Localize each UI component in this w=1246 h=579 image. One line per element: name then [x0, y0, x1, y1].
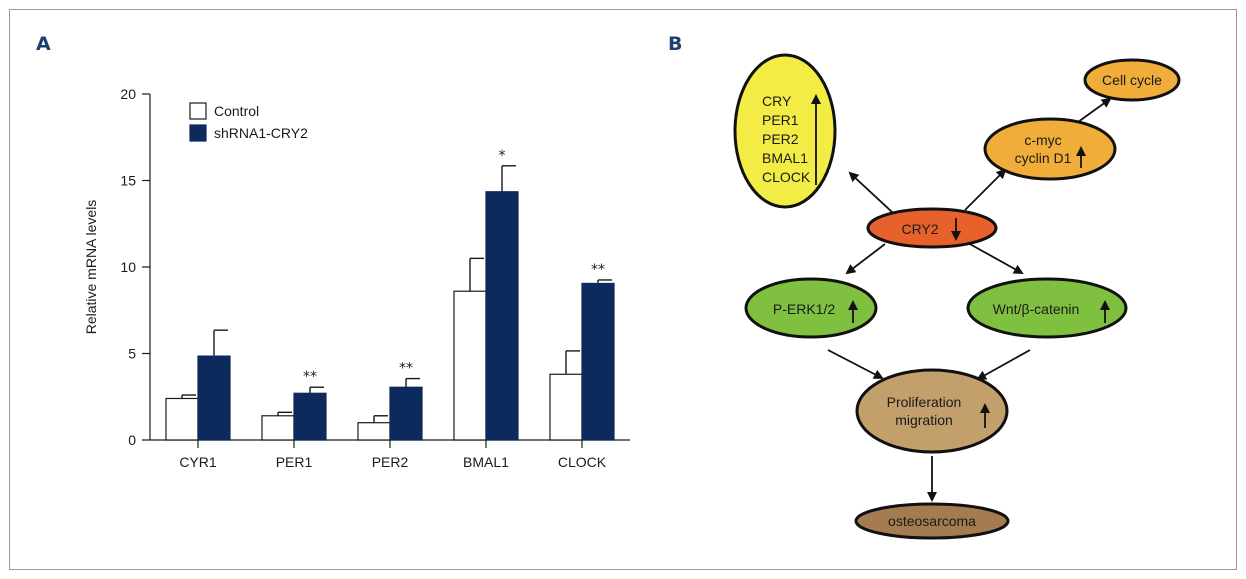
panel-a-label: A [36, 33, 51, 55]
legend-label-shrna: shRNA1-CRY2 [214, 125, 308, 141]
node-clock-genes-gene-4: BMAL1 [762, 150, 808, 166]
arrow-cry2-to-perk [845, 243, 886, 275]
bar-shrna [485, 191, 519, 441]
node-perk-label: P-ERK1/2 [773, 301, 835, 317]
node-cell-cycle-label: Cell cycle [1102, 72, 1162, 88]
legend-swatch-control [189, 102, 207, 120]
node-osteosarcoma-label: osteosarcoma [888, 513, 976, 529]
bar-control [165, 397, 199, 441]
node-cry2-label: CRY2 [901, 221, 938, 237]
y-tick-label: 0 [128, 432, 136, 448]
x-tick-label: PER2 [372, 454, 409, 470]
node-proliferation-line-2: migration [895, 412, 953, 428]
arrow-cry2-to-cmyc [964, 168, 1007, 211]
arrow-cry2-to-genes [848, 171, 893, 213]
arrow-wnt-to-prolif [976, 349, 1031, 380]
node-clock-genes [733, 53, 837, 209]
node-proliferation-line-1: Proliferation [887, 394, 962, 410]
y-tick-label: 15 [120, 173, 136, 189]
panel-b-label: B [668, 33, 682, 55]
significance-label: ** [399, 361, 413, 377]
node-cry2 [866, 207, 998, 249]
x-tick-label: CLOCK [558, 454, 607, 470]
x-tick-label: PER1 [276, 454, 313, 470]
node-clock-genes-gene-2: PER1 [762, 112, 799, 128]
pathway-diagram: CRY PER1 PER2 BMAL1 CLOCK Cell cycle c-m… [733, 53, 1181, 540]
bar-control [261, 415, 295, 441]
bar-shrna [389, 386, 423, 441]
arrow-cry2-to-wnt [967, 242, 1024, 274]
node-osteosarcoma [854, 502, 1010, 540]
bar-shrna [293, 392, 327, 441]
legend-swatch-shrna [189, 124, 207, 142]
node-cmyc [983, 117, 1117, 181]
node-wnt-label: Wnt/β-catenin [993, 301, 1080, 317]
legend: Control shRNA1-CRY2 [189, 102, 308, 142]
significance-label: * [499, 148, 506, 164]
x-ticks: CYR1 PER1 PER2 BMAL1 CLOCK [179, 440, 607, 470]
y-axis-title: Relative mRNA levels [83, 200, 99, 335]
y-tick-label: 20 [120, 86, 136, 102]
figure-frame [9, 9, 1237, 570]
y-tick-label: 10 [120, 259, 136, 275]
y-ticks: 0 5 10 15 20 [120, 86, 150, 448]
node-clock-genes-gene-3: PER2 [762, 131, 799, 147]
node-cell-cycle [1083, 58, 1181, 102]
bar-control [453, 290, 487, 441]
bars: ******* [165, 148, 615, 441]
bar-shrna [197, 355, 231, 441]
node-cmyc-line-1: c-myc [1024, 132, 1061, 148]
x-tick-label: CYR1 [179, 454, 217, 470]
bar-shrna [581, 282, 615, 441]
legend-label-control: Control [214, 103, 259, 119]
y-tick-label: 5 [128, 346, 136, 362]
bar-control [549, 373, 583, 441]
arrow-cmyc-to-cellcycle [1077, 97, 1112, 123]
arrow-perk-to-prolif [827, 349, 884, 379]
node-clock-genes-gene-1: CRY [762, 93, 792, 109]
node-clock-genes-gene-5: CLOCK [762, 169, 811, 185]
significance-label: ** [591, 262, 605, 278]
bar-control [357, 422, 391, 441]
significance-label: ** [303, 369, 317, 385]
node-proliferation [855, 368, 1009, 454]
x-tick-label: BMAL1 [463, 454, 509, 470]
node-cmyc-line-2: cyclin D1 [1015, 150, 1072, 166]
node-perk [744, 277, 878, 339]
node-wnt [966, 277, 1128, 339]
